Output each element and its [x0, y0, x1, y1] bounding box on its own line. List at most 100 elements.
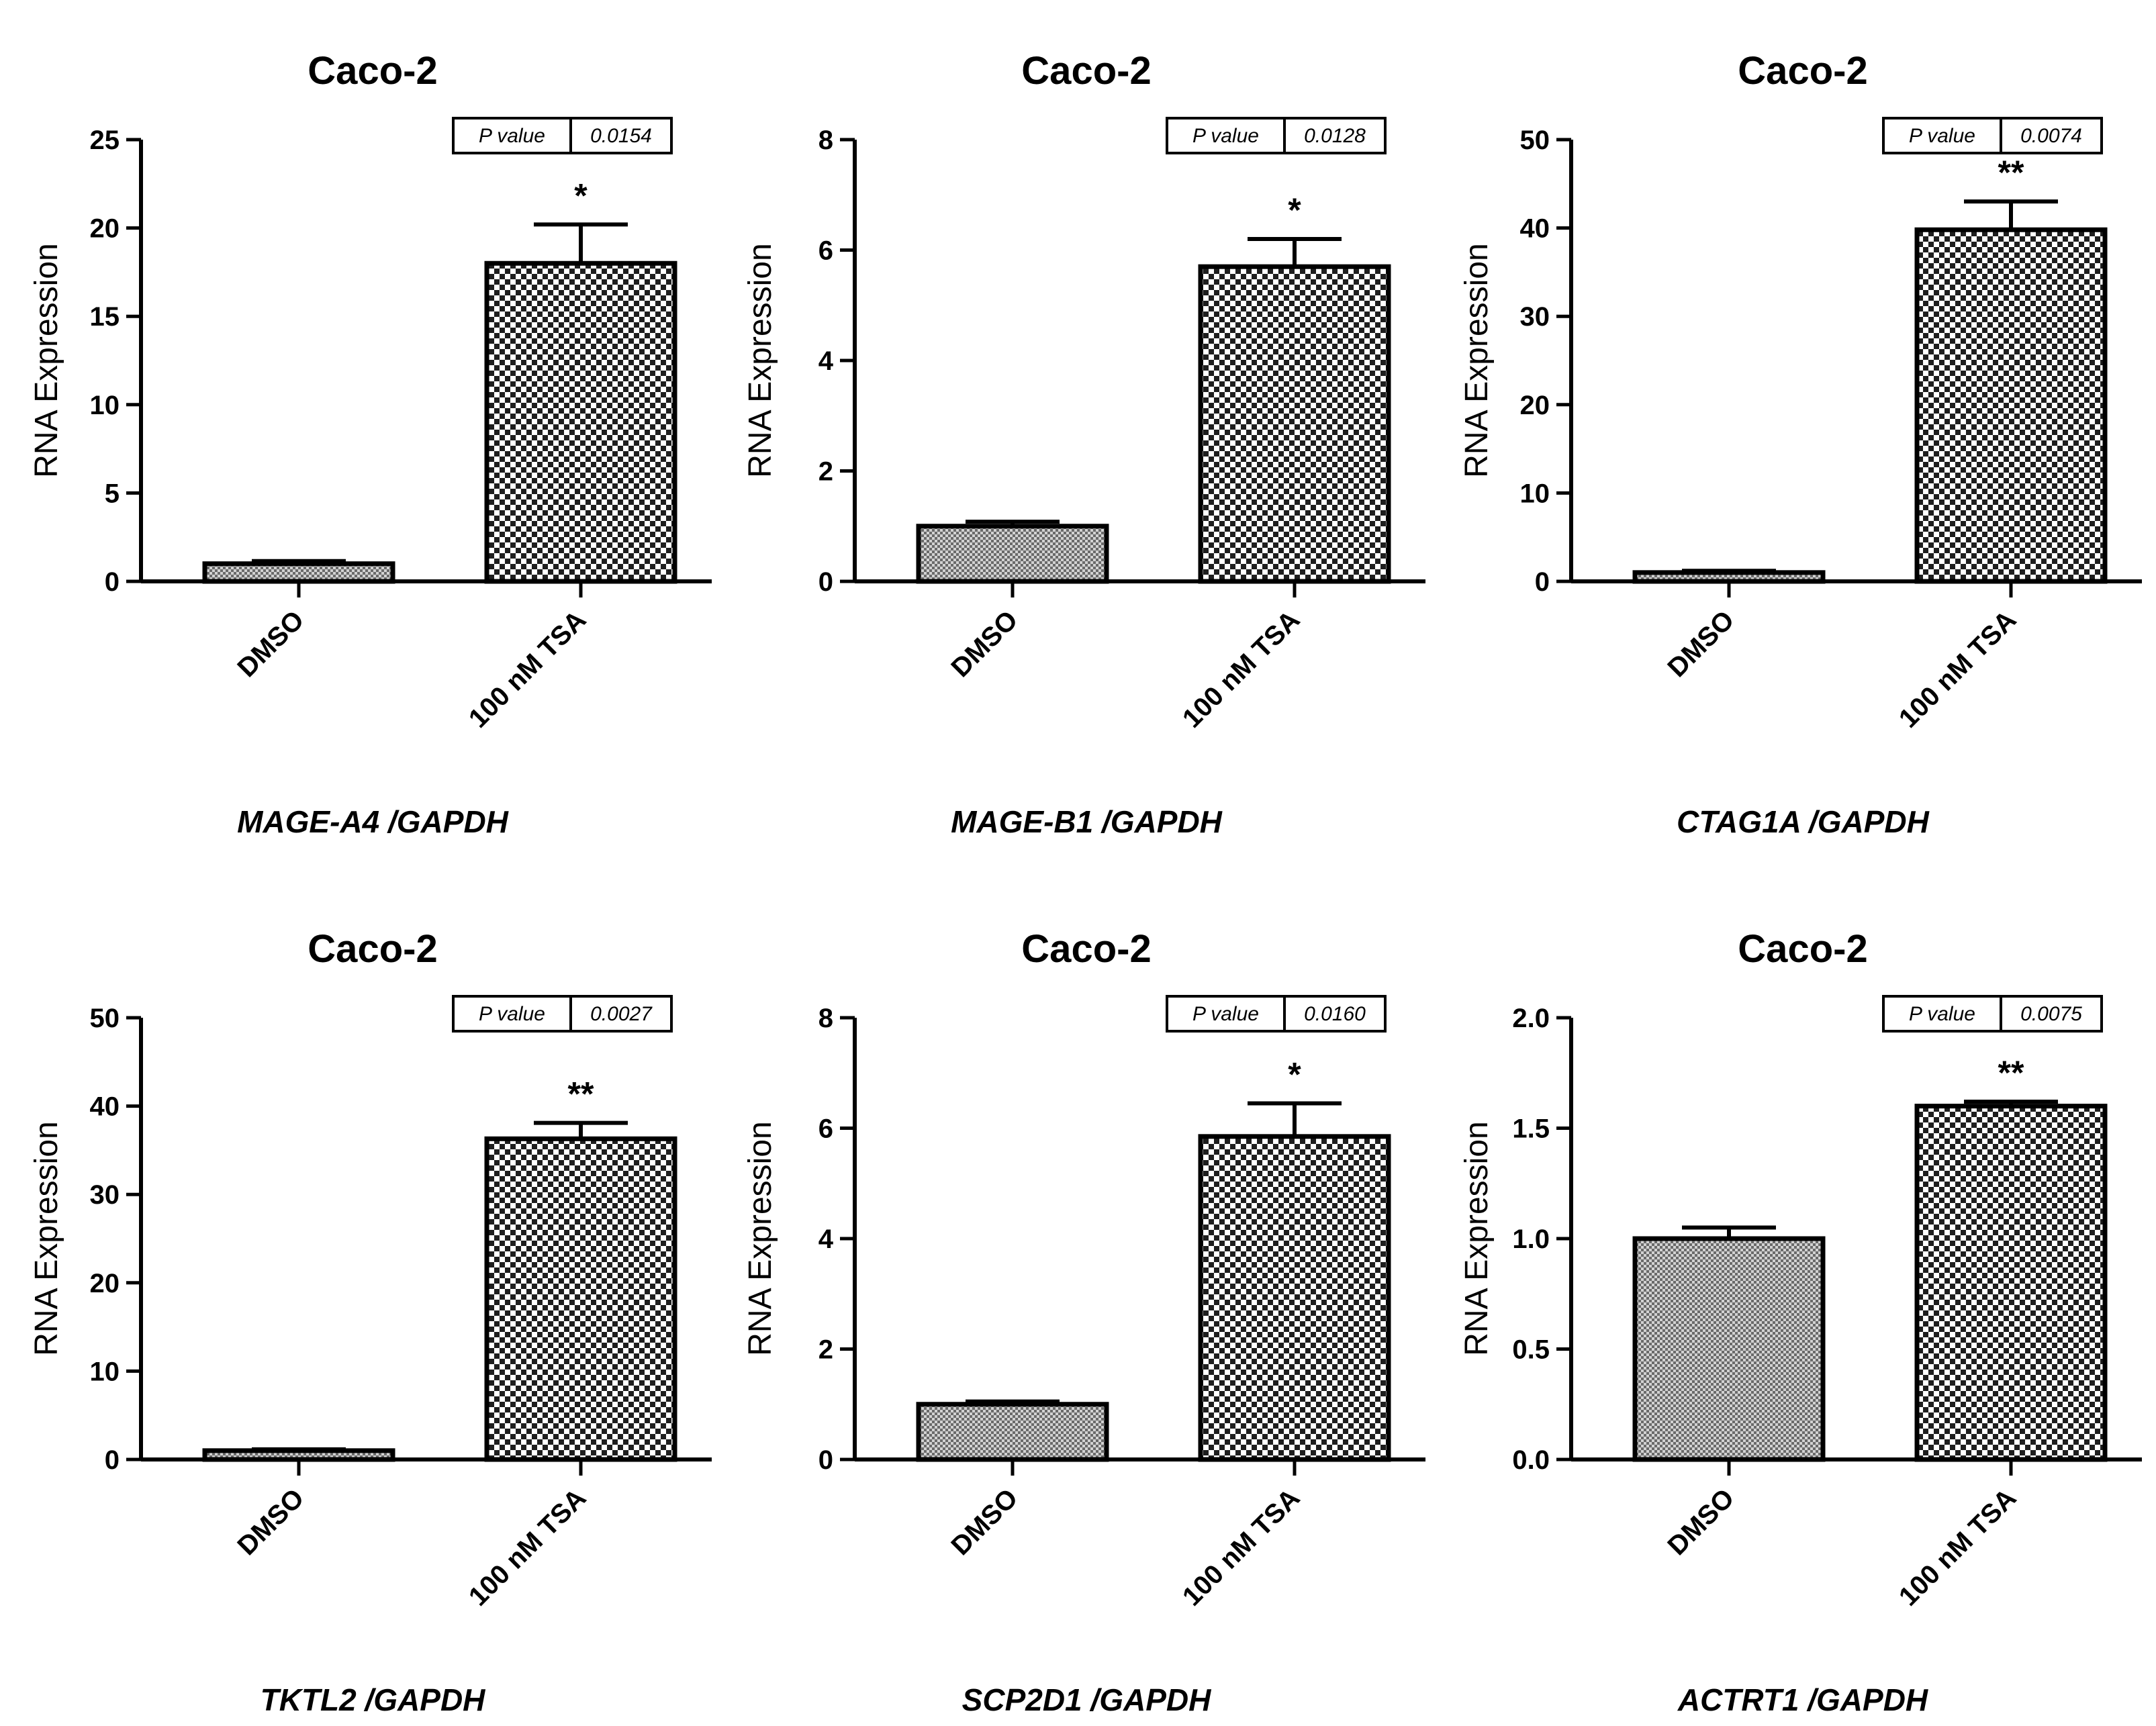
bar-tsa: [1914, 1104, 2108, 1462]
significance-marker: **: [568, 1075, 594, 1113]
y-tick-label: 8: [818, 1004, 833, 1033]
chart-caption: MAGE-B1 /GAPDH: [951, 804, 1223, 839]
chart-caption: CTAG1A /GAPDH: [1677, 804, 1929, 839]
x-category-label: DMSO: [945, 1483, 1023, 1561]
significance-marker: **: [1998, 1054, 2024, 1092]
y-tick-label: 20: [90, 214, 120, 244]
y-tick-label: 2: [818, 1335, 833, 1365]
pvalue-box: [1882, 117, 2103, 154]
pvalue-value: 0.0075: [2020, 1003, 2082, 1025]
x-category-label: 100 nM TSA: [1893, 605, 2022, 733]
chart-title: Caco-2: [1738, 49, 1867, 93]
pvalue-box: [1882, 995, 2103, 1033]
pvalue-value: 0.0160: [1304, 1003, 1366, 1025]
bar-tsa: [1914, 227, 2108, 584]
y-tick-label: 2.0: [1512, 1004, 1550, 1033]
y-tick-label: 25: [90, 126, 120, 155]
y-tick-label: 0: [818, 1445, 833, 1475]
y-axis-label: RNA Expression: [743, 1121, 778, 1355]
y-tick-label: 0: [105, 1445, 120, 1475]
chart-panel-5: Caco-2 0 2 4 6 8 RNA Expression DMSO 100 nM TSA *…: [743, 927, 1425, 1717]
pvalue-label: P value: [479, 125, 545, 147]
pvalue-value: 0.0074: [2020, 125, 2082, 147]
y-tick-label: 15: [90, 302, 120, 332]
chart-caption: ACTRT1 /GAPDH: [1677, 1682, 1928, 1717]
x-category-label: 100 nM TSA: [1893, 1483, 2022, 1611]
y-axis-label: RNA Expression: [1459, 1121, 1495, 1355]
y-tick-label: 1.5: [1512, 1114, 1550, 1144]
y-tick-label: 0: [1535, 567, 1550, 597]
chart-panel-2: Caco-2 0 2 4 6 8 RNA Expression DMSO 100 nM TSA *…: [743, 49, 1425, 839]
x-category-label: DMSO: [232, 1483, 310, 1561]
chart-panel-3: Caco-2 0 10 20 30 40 50 RNA Expression DMSO 100 n…: [1459, 49, 2142, 839]
x-category-label: 100 nM TSA: [1177, 605, 1305, 733]
pvalue-value: 0.0128: [1304, 125, 1366, 147]
y-tick-label: 40: [90, 1092, 120, 1122]
y-tick-label: 6: [818, 236, 833, 266]
x-category-label: 100 nM TSA: [1177, 1483, 1305, 1611]
pvalue-value: 0.0027: [590, 1003, 653, 1025]
y-tick-label: 0: [818, 567, 833, 597]
bar-dmso: [202, 561, 395, 584]
pvalue-box: [452, 117, 673, 154]
y-tick-label: 2: [818, 457, 833, 487]
x-category-label: DMSO: [945, 605, 1023, 683]
pvalue-box: [452, 995, 673, 1033]
pvalue-value: 0.0154: [590, 125, 652, 147]
chart-panel-1: Caco-2 0 5 10 15 20 25 RNA Expression DMSO 100 nM…: [29, 49, 712, 839]
pvalue-box: [1166, 117, 1387, 154]
x-category-label: DMSO: [232, 605, 310, 683]
y-tick-label: 20: [90, 1269, 120, 1298]
chart-title: Caco-2: [308, 49, 437, 93]
chart-title: Caco-2: [308, 927, 437, 971]
x-category-label: DMSO: [1662, 1483, 1740, 1561]
bar-tsa: [1198, 264, 1391, 584]
chart-caption: SCP2D1 /GAPDH: [962, 1682, 1211, 1717]
pvalue-label: P value: [1909, 125, 1975, 147]
bar-tsa: [1198, 1134, 1391, 1462]
chart-panel-6: Caco-2 0.0 0.5 1.0 1.5 2.0 RNA Expression DMSO 1…: [1459, 927, 2142, 1717]
y-tick-label: 50: [90, 1004, 120, 1033]
y-tick-label: 30: [90, 1180, 120, 1210]
bar-tsa: [484, 1136, 677, 1462]
y-axis-label: RNA Expression: [29, 243, 64, 477]
pvalue-label: P value: [1192, 1003, 1259, 1025]
bar-tsa: [484, 260, 677, 584]
chart-title: Caco-2: [1738, 927, 1867, 971]
y-axis-label: RNA Expression: [29, 1121, 64, 1355]
chart-caption: MAGE-A4 /GAPDH: [237, 804, 509, 839]
y-tick-label: 8: [818, 126, 833, 155]
y-tick-label: 4: [818, 1225, 834, 1254]
y-tick-label: 20: [1520, 391, 1550, 420]
y-tick-label: 1.0: [1512, 1225, 1550, 1254]
bar-dmso: [916, 1402, 1109, 1462]
y-axis-label: RNA Expression: [743, 243, 778, 477]
chart-title: Caco-2: [1021, 927, 1151, 971]
y-tick-label: 10: [90, 1357, 120, 1386]
bar-dmso: [202, 1448, 395, 1462]
chart-caption: TKTL2 /GAPDH: [261, 1682, 486, 1717]
significance-marker: **: [1998, 154, 2024, 191]
x-category-label: DMSO: [1662, 605, 1740, 683]
x-category-label: 100 nM TSA: [463, 605, 592, 733]
y-axis-label: RNA Expression: [1459, 243, 1495, 477]
pvalue-label: P value: [1909, 1003, 1975, 1025]
y-tick-label: 50: [1520, 126, 1550, 155]
y-tick-label: 0.0: [1512, 1445, 1550, 1475]
significance-marker: *: [1288, 191, 1301, 229]
significance-marker: *: [574, 177, 588, 214]
x-category-label: 100 nM TSA: [463, 1483, 592, 1611]
pvalue-box: [1166, 995, 1387, 1033]
y-tick-label: 4: [818, 346, 834, 376]
y-tick-label: 6: [818, 1114, 833, 1144]
pvalue-label: P value: [479, 1003, 545, 1025]
significance-marker: *: [1288, 1055, 1301, 1093]
y-tick-label: 10: [90, 391, 120, 420]
y-tick-label: 5: [105, 479, 120, 508]
y-tick-label: 40: [1520, 214, 1550, 244]
y-tick-label: 30: [1520, 302, 1550, 332]
bar-dmso: [916, 524, 1109, 584]
pvalue-label: P value: [1192, 125, 1259, 147]
chart-panel-4: Caco-2 0 10 20 30 40 50 RNA Expression DMSO 100 n…: [29, 927, 712, 1717]
